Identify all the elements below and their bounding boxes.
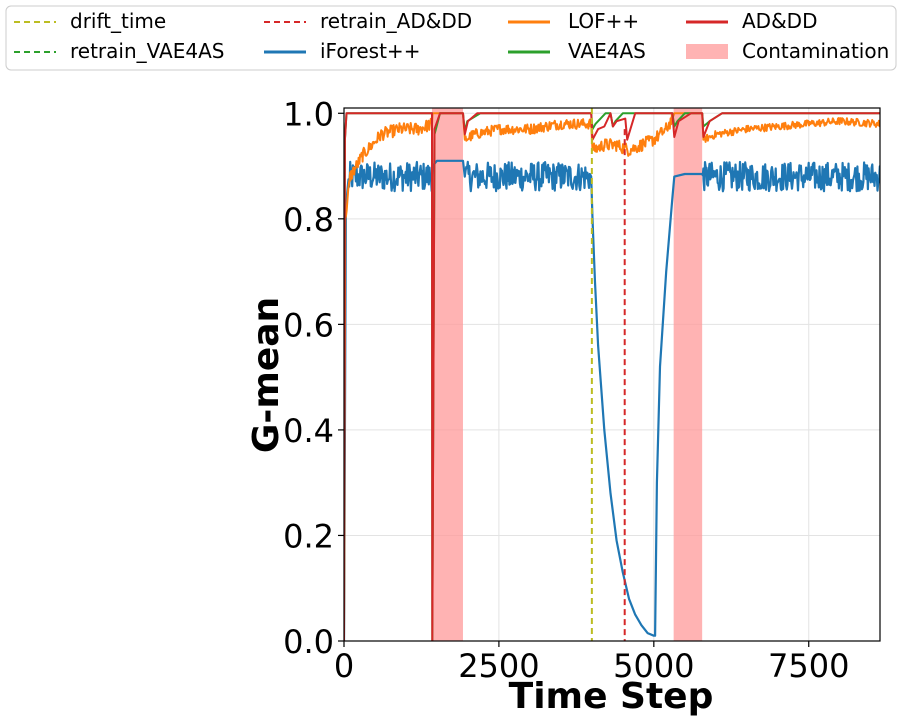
y-tick-label: 0.8 xyxy=(283,201,334,239)
plot-frame xyxy=(343,107,881,642)
y-tick-label: 0.6 xyxy=(283,306,334,344)
legend-label-drift-time: drift_time xyxy=(70,9,166,33)
x-tick-label: 0 xyxy=(334,647,354,685)
legend-label-retrain-vae4as: retrain_VAE4AS xyxy=(70,39,224,63)
series-line-ad-dd xyxy=(344,112,880,641)
series-line-vae4as xyxy=(344,112,880,641)
contamination-span-1 xyxy=(431,108,463,641)
legend-label-retrain-ad-dd: retrain_AD&DD xyxy=(320,9,472,33)
legend-item-drift-time: drift_time xyxy=(14,9,166,33)
legend-item-retrain-ad-dd: retrain_AD&DD xyxy=(264,9,472,33)
event-lines xyxy=(590,108,626,641)
legend-label-vae4as: VAE4AS xyxy=(568,39,646,63)
legend-item-ad-dd: AD&DD xyxy=(686,9,817,33)
y-tick-label: 0.0 xyxy=(283,623,334,661)
series-line-iforest xyxy=(344,159,880,641)
y-tick-label: 1.0 xyxy=(283,95,334,133)
x-tick-label: 7500 xyxy=(768,647,849,685)
legend: drift_time retrain_VAE4AS retrain_AD&DD … xyxy=(5,5,897,71)
legend-item-lof: LOF++ xyxy=(508,9,639,33)
y-tick-label: 0.4 xyxy=(283,412,334,450)
contamination-span-2 xyxy=(673,108,703,641)
contamination-spans xyxy=(431,108,703,641)
x-tick-label: 2500 xyxy=(458,647,539,685)
series-line-lof xyxy=(344,112,880,641)
legend-item-vae4as: VAE4AS xyxy=(508,39,646,63)
x-axis-label: Time Step xyxy=(509,676,714,717)
legend-label-iforest: iForest++ xyxy=(320,39,420,63)
legend-label-lof: LOF++ xyxy=(568,9,639,33)
legend-item-retrain-vae4as: retrain_VAE4AS xyxy=(14,39,224,63)
series-lines xyxy=(344,112,880,641)
y-tick-label: 0.2 xyxy=(283,517,334,555)
legend-item-contamination: Contamination xyxy=(686,39,889,63)
x-tick-label: 5000 xyxy=(613,647,694,685)
y-axis-label: G-mean xyxy=(246,297,287,453)
legend-item-iforest: iForest++ xyxy=(264,39,420,63)
legend-label-contamination: Contamination xyxy=(742,39,889,63)
legend-label-ad-dd: AD&DD xyxy=(742,9,817,33)
axis-ticks: 0 2500 5000 7500 0.0 0.2 0.4 0.6 0.8 1.0 xyxy=(283,95,849,685)
legend-swatch-contamination xyxy=(686,44,728,59)
legend-frame xyxy=(5,5,897,71)
